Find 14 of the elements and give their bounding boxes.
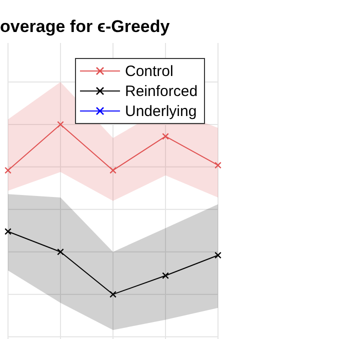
point — [110, 290, 116, 298]
point — [162, 132, 169, 140]
legend-label: Control — [125, 62, 174, 80]
point — [57, 248, 64, 256]
chart-title: overage for ϵ-Greedy — [0, 17, 170, 37]
legend-label: Reinforced — [125, 82, 198, 100]
point — [4, 166, 12, 174]
point — [162, 272, 169, 280]
point — [214, 252, 222, 259]
point — [110, 166, 116, 174]
legend-label: Underlying — [125, 102, 197, 120]
point — [214, 162, 222, 169]
point — [57, 121, 64, 128]
point — [4, 228, 12, 235]
